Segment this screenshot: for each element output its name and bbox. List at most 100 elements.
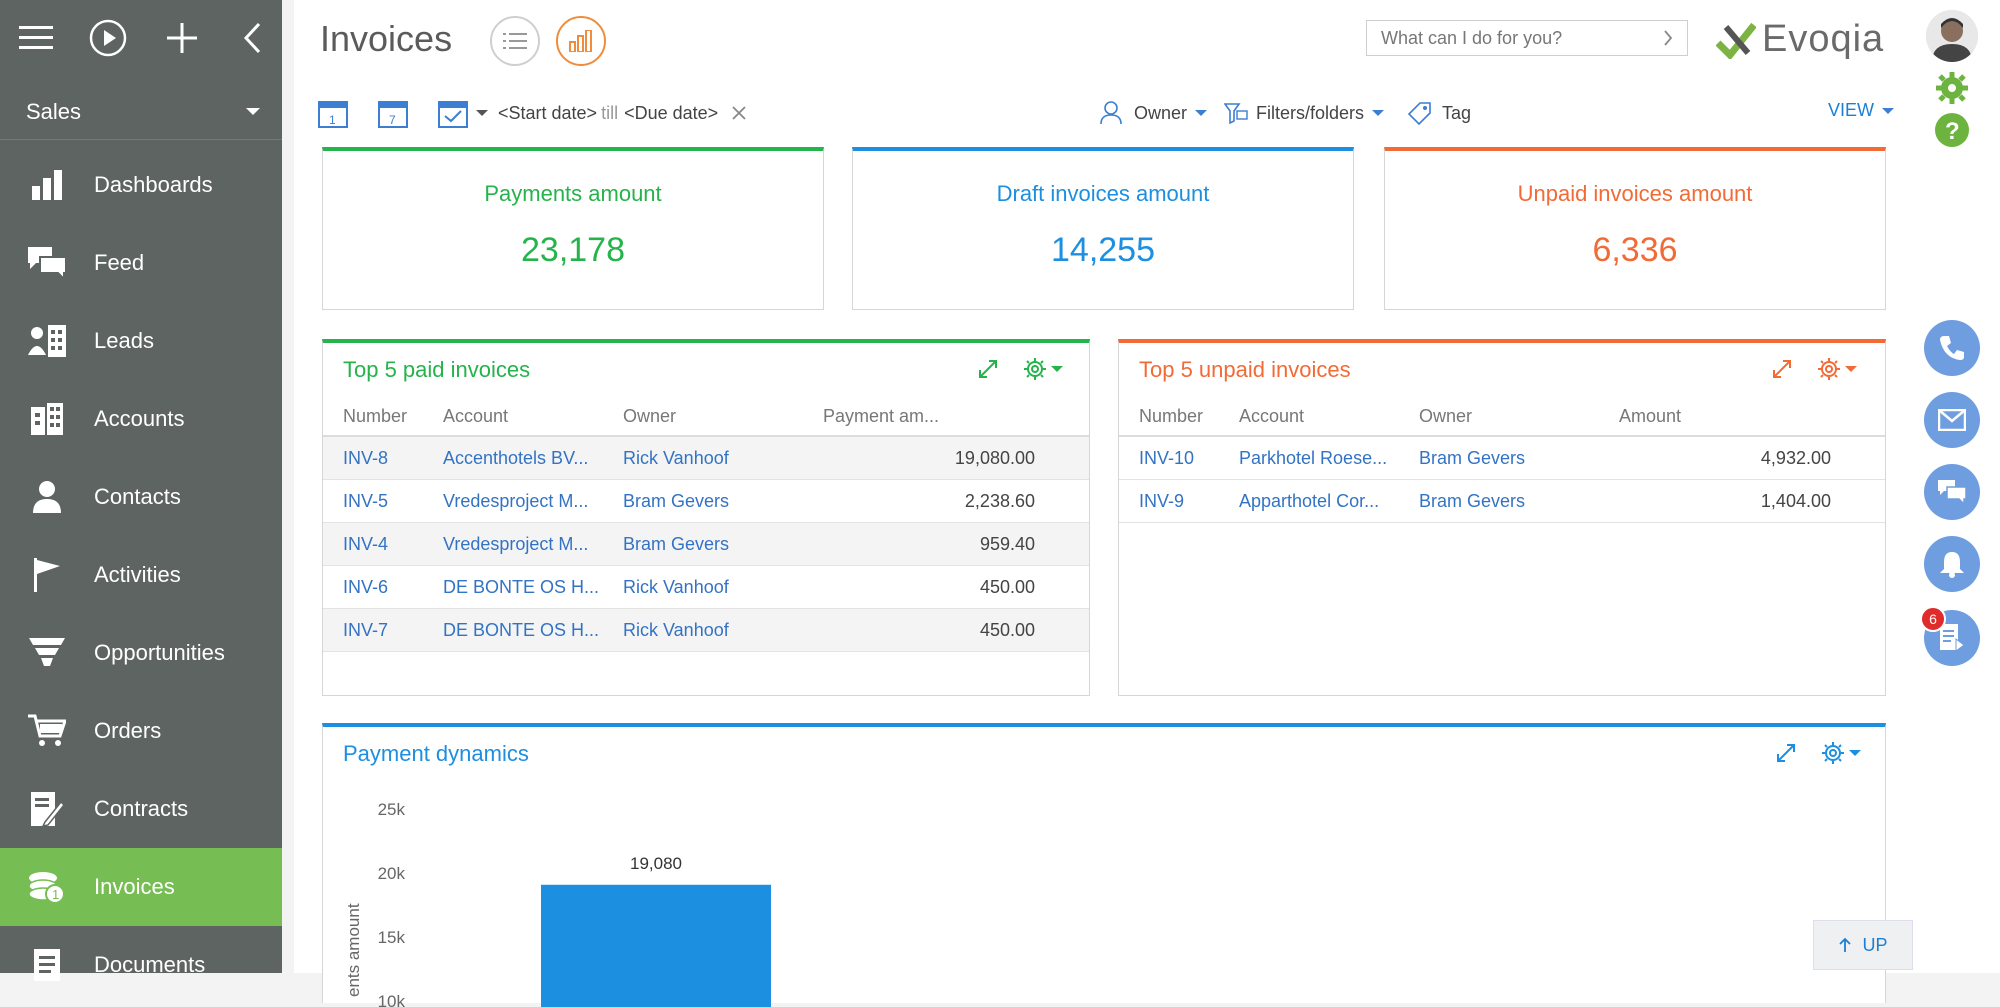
owner-link[interactable]: Bram Gevers — [623, 533, 730, 554]
gear-icon — [1822, 742, 1844, 764]
play-icon[interactable] — [88, 18, 128, 58]
account-link[interactable]: Accenthotels BV... — [443, 447, 589, 468]
account-link[interactable]: Vredesproject M... — [443, 533, 589, 554]
invoice-number-link[interactable]: INV-9 — [1139, 490, 1185, 511]
phone-button[interactable] — [1924, 320, 1980, 376]
metric-value: 14,255 — [1051, 231, 1155, 269]
sidebar-item-dashboards[interactable]: Dashboards — [0, 146, 282, 224]
draft-invoices-amount-card: Draft invoices amount 14,255 — [852, 147, 1354, 310]
payments-amount-card: Payments amount 23,178 — [322, 147, 824, 310]
chart-bar[interactable] — [541, 884, 771, 1007]
chat-button[interactable] — [1924, 464, 1980, 520]
email-button[interactable] — [1924, 392, 1980, 448]
sidebar-item-invoices[interactable]: 1 Invoices — [0, 848, 282, 926]
invoice-number-link[interactable]: INV-7 — [343, 619, 389, 640]
today-calendar-icon[interactable]: 1 — [318, 96, 348, 130]
sidebar-item-activities[interactable]: Activities — [0, 536, 282, 614]
owner-link[interactable]: Rick Vanhoof — [623, 576, 729, 597]
account-link[interactable]: Vredesproject M... — [443, 490, 589, 511]
sidebar-item-leads[interactable]: Leads — [0, 302, 282, 380]
table-row[interactable]: INV-10 Parkhotel Roese... Bram Gevers 4,… — [1119, 436, 1885, 480]
analytics-view-button[interactable] — [556, 16, 606, 66]
panel-settings-button[interactable] — [1817, 357, 1857, 381]
list-view-button[interactable] — [490, 16, 540, 66]
invoice-number-link[interactable]: INV-4 — [343, 533, 389, 554]
collapse-chevron-icon[interactable] — [232, 18, 272, 58]
owner-link[interactable]: Bram Gevers — [623, 490, 730, 511]
invoice-number-link[interactable]: INV-5 — [343, 490, 389, 511]
view-menu-button[interactable]: VIEW — [1828, 100, 1894, 121]
column-header-payment-amount[interactable]: Payment am... — [823, 397, 1089, 437]
column-header-owner[interactable]: Owner — [1419, 397, 1619, 437]
sidebar-item-opportunities[interactable]: Opportunities — [0, 614, 282, 692]
sidebar-item-accounts[interactable]: Accounts — [0, 380, 282, 458]
bar-chart-icon — [569, 30, 592, 52]
date-range-filter[interactable]: <Start date> till <Due date> — [498, 96, 746, 130]
table-row[interactable]: INV-5 Vredesproject M... Bram Gevers 2,2… — [323, 479, 1089, 523]
panel-settings-button[interactable] — [1023, 357, 1063, 381]
owner-link[interactable]: Bram Gevers — [1419, 490, 1526, 511]
table-row[interactable]: INV-8 Accenthotels BV... Rick Vanhoof 19… — [323, 436, 1089, 480]
tag-filter[interactable]: Tag — [1408, 96, 1471, 130]
column-header-amount[interactable]: Amount — [1619, 397, 1885, 437]
column-header-number[interactable]: Number — [1119, 397, 1239, 437]
expand-icon[interactable] — [977, 358, 999, 380]
account-link[interactable]: DE BONTE OS H... — [443, 576, 600, 597]
owner-link[interactable]: Rick Vanhoof — [623, 619, 729, 640]
column-header-account[interactable]: Account — [1239, 397, 1419, 437]
menu-icon[interactable] — [16, 18, 56, 58]
sidebar-item-documents[interactable]: Documents — [0, 926, 282, 1004]
table-row[interactable]: INV-6 DE BONTE OS H... Rick Vanhoof 450.… — [323, 565, 1089, 609]
help-icon[interactable]: ? — [1934, 112, 1970, 153]
table-row[interactable]: INV-9 Apparthotel Cor... Bram Gevers 1,4… — [1119, 479, 1885, 523]
settings-gear-icon[interactable] — [1934, 70, 1970, 111]
sidebar: Sales Dashboards Feed Leads Accounts Con… — [0, 0, 282, 981]
due-date-value[interactable]: <Due date> — [624, 102, 719, 123]
sidebar-item-contracts[interactable]: Contracts — [0, 770, 282, 848]
sidebar-item-orders[interactable]: Orders — [0, 692, 282, 770]
table-row[interactable]: INV-4 Vredesproject M... Bram Gevers 959… — [323, 522, 1089, 566]
chevron-down-icon — [246, 108, 260, 115]
chevron-down-icon — [1849, 750, 1861, 756]
table-header-row: Number Account Owner Amount — [1119, 397, 1885, 437]
clear-date-icon[interactable] — [732, 106, 746, 120]
column-header-owner[interactable]: Owner — [623, 397, 823, 437]
invoice-number-link[interactable]: INV-10 — [1139, 447, 1195, 468]
avatar[interactable] — [1926, 10, 1978, 62]
account-link[interactable]: Parkhotel Roese... — [1239, 447, 1388, 468]
sidebar-item-label: Accounts — [94, 406, 185, 431]
sidebar-item-contacts[interactable]: Contacts — [0, 458, 282, 536]
evoqia-logo: Evoqia — [1716, 18, 1884, 61]
chevron-right-icon[interactable] — [1663, 30, 1673, 46]
column-header-number[interactable]: Number — [323, 397, 443, 437]
start-date-value[interactable]: <Start date> — [498, 102, 598, 123]
chevron-down-icon — [1845, 366, 1857, 372]
y-axis-label: ents amount — [344, 903, 363, 997]
table-row[interactable]: INV-7 DE BONTE OS H... Rick Vanhoof 450.… — [323, 608, 1089, 652]
expand-icon[interactable] — [1775, 742, 1797, 764]
sidebar-item-label: Dashboards — [94, 172, 213, 197]
account-link[interactable]: DE BONTE OS H... — [443, 619, 600, 640]
account-link[interactable]: Apparthotel Cor... — [1239, 490, 1380, 511]
notifications-button[interactable] — [1924, 536, 1980, 592]
period-calendar-dropdown[interactable] — [438, 96, 488, 130]
amount-value: 4,932.00 — [1619, 436, 1885, 480]
scroll-up-button[interactable]: UP — [1813, 920, 1913, 970]
column-header-account[interactable]: Account — [443, 397, 623, 437]
logo-text: Evoqia — [1762, 18, 1885, 60]
add-icon[interactable] — [162, 18, 202, 58]
feed-icon — [0, 247, 94, 279]
invoice-number-link[interactable]: INV-8 — [343, 447, 389, 468]
invoice-number-link[interactable]: INV-6 — [343, 576, 389, 597]
filters-folders-dropdown[interactable]: Filters/folders — [1224, 96, 1385, 130]
week-calendar-icon[interactable]: 7 — [378, 96, 408, 130]
workspace-selector[interactable]: Sales — [0, 84, 282, 140]
panel-settings-button[interactable] — [1821, 741, 1861, 765]
sidebar-item-feed[interactable]: Feed — [0, 224, 282, 302]
command-search-input[interactable]: What can I do for you? — [1366, 20, 1688, 56]
owner-link[interactable]: Bram Gevers — [1419, 447, 1526, 468]
owner-filter[interactable]: Owner — [1100, 96, 1208, 130]
svg-text:1: 1 — [52, 887, 59, 902]
owner-link[interactable]: Rick Vanhoof — [623, 447, 729, 468]
expand-icon[interactable] — [1771, 358, 1793, 380]
